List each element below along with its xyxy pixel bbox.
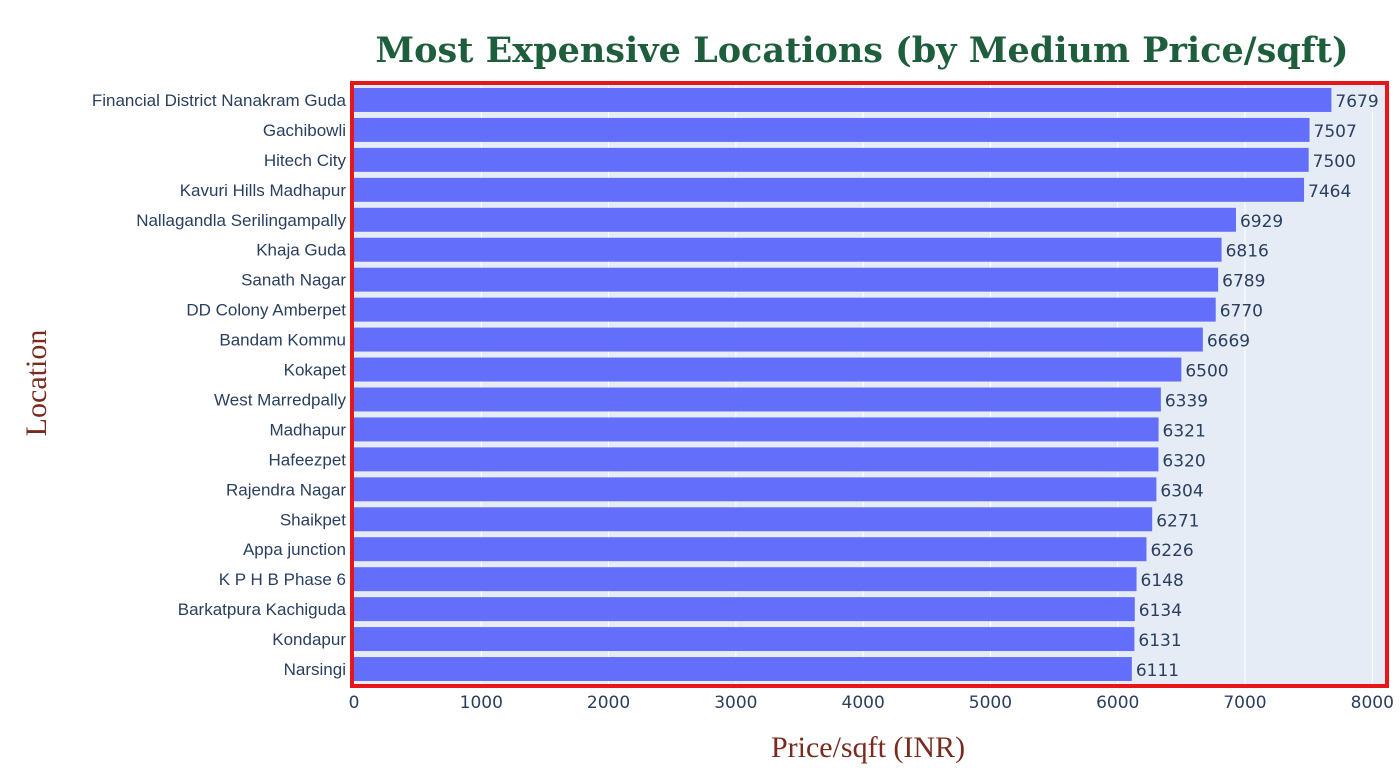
y-tick-label: K P H B Phase 6 — [219, 570, 346, 589]
bar[interactable] — [354, 177, 1305, 202]
data-label: 6321 — [1163, 421, 1206, 441]
data-label: 6500 — [1185, 362, 1228, 382]
bar[interactable] — [354, 237, 1222, 262]
bar[interactable] — [354, 537, 1147, 562]
y-tick-label: Financial District Nanakram Guda — [92, 91, 347, 110]
data-label: 6111 — [1136, 661, 1179, 681]
y-tick-label: Narsingi — [284, 660, 346, 679]
y-tick-label: Hitech City — [264, 151, 347, 170]
x-axis-title: Price/sqft (INR) — [771, 731, 965, 764]
y-tick-label: Hafeezpet — [269, 450, 347, 469]
y-tick-label: Kondapur — [272, 630, 346, 649]
x-tick-label: 2000 — [587, 693, 630, 713]
bar[interactable] — [354, 417, 1159, 442]
y-tick-label: Gachibowli — [263, 121, 346, 140]
data-label: 7464 — [1308, 182, 1351, 202]
data-label: 7500 — [1313, 152, 1356, 172]
data-label: 6148 — [1141, 571, 1184, 591]
chart-title: Most Expensive Locations (by Medium Pric… — [375, 30, 1348, 71]
x-tick-label: 6000 — [1096, 693, 1139, 713]
y-tick-label: Madhapur — [269, 420, 346, 439]
y-tick-label: Appa junction — [243, 540, 346, 559]
y-tick-label: DD Colony Amberpet — [186, 301, 346, 320]
bar[interactable] — [354, 117, 1310, 142]
bar[interactable] — [354, 357, 1182, 382]
y-tick-label: Shaikpet — [280, 510, 346, 529]
bar[interactable] — [354, 567, 1137, 592]
data-label: 6271 — [1156, 511, 1199, 531]
data-label: 6770 — [1220, 302, 1263, 322]
y-tick-label: Kavuri Hills Madhapur — [180, 181, 347, 200]
y-axis-title: Location — [20, 330, 53, 437]
plot-area: 0 1000 2000 3000 4000 5000 6000 7000 8000 Financi… — [92, 81, 1394, 713]
data-label: 7679 — [1335, 92, 1378, 112]
bar[interactable] — [354, 267, 1219, 292]
plot-background — [354, 85, 1385, 684]
data-label: 6816 — [1226, 242, 1269, 262]
data-label: 6134 — [1139, 601, 1182, 621]
data-label: 6789 — [1222, 272, 1265, 292]
y-tick-label: Barkatpura Kachiguda — [178, 600, 347, 619]
bar[interactable] — [354, 87, 1332, 112]
bar[interactable] — [354, 597, 1135, 622]
bar[interactable] — [354, 387, 1161, 412]
data-label: 6131 — [1138, 631, 1181, 651]
y-tick-label: West Marredpally — [214, 390, 346, 409]
bar[interactable] — [354, 297, 1216, 322]
x-tick-label: 0 — [349, 693, 360, 713]
x-tick-label: 5000 — [969, 693, 1012, 713]
bar[interactable] — [354, 327, 1203, 352]
data-label: 6226 — [1150, 541, 1193, 561]
x-tick-label: 7000 — [1223, 693, 1266, 713]
highlight-frame — [350, 81, 1389, 688]
bar[interactable] — [354, 627, 1135, 652]
data-label: 6304 — [1160, 481, 1203, 501]
bar[interactable] — [354, 507, 1153, 532]
data-label: 6669 — [1207, 332, 1250, 352]
y-tick-label: Khaja Guda — [256, 241, 346, 260]
data-label: 6339 — [1165, 391, 1208, 411]
data-label: 6929 — [1240, 212, 1283, 232]
bar[interactable] — [354, 657, 1132, 682]
y-tick-label: Nallagandla Serilingampally — [136, 211, 346, 230]
data-label: 6320 — [1162, 451, 1205, 471]
data-label: 7507 — [1314, 122, 1357, 142]
bar[interactable] — [354, 447, 1159, 472]
bar[interactable] — [354, 207, 1236, 232]
y-tick-label: Kokapet — [284, 361, 347, 380]
bar[interactable] — [354, 147, 1309, 172]
y-tick-label: Bandam Kommu — [219, 331, 346, 350]
x-tick-label: 4000 — [842, 693, 885, 713]
y-tick-label: Rajendra Nagar — [226, 480, 346, 499]
x-tick-label: 1000 — [460, 693, 503, 713]
x-tick-label: 3000 — [714, 693, 757, 713]
bar[interactable] — [354, 477, 1157, 502]
y-tick-label: Sanath Nagar — [241, 271, 346, 290]
x-tick-label: 8000 — [1351, 693, 1394, 713]
